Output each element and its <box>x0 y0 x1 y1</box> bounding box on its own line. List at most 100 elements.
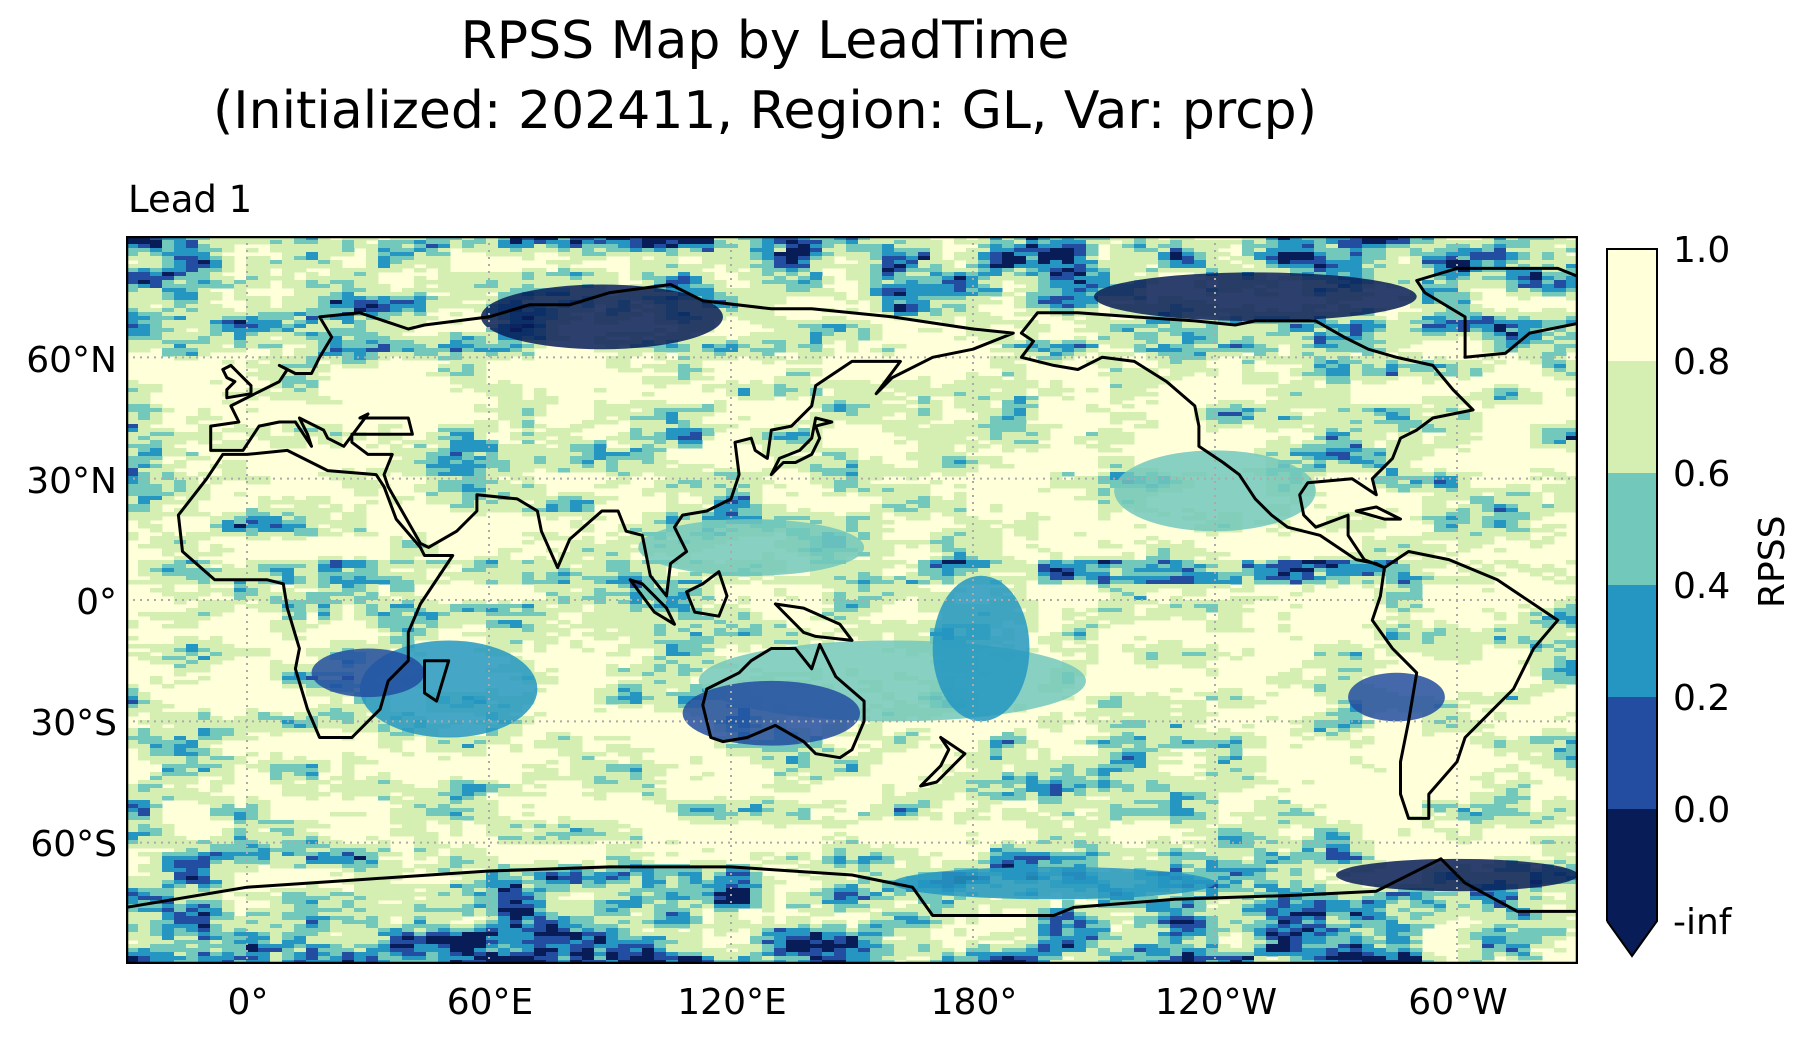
rpss-cell <box>918 248 931 253</box>
rpss-cell <box>1206 416 1219 421</box>
rpss-cell <box>462 336 475 341</box>
rpss-cell <box>1542 260 1555 265</box>
rpss-cell <box>486 444 499 449</box>
rpss-cell <box>714 296 727 301</box>
rpss-cell <box>774 260 787 265</box>
rpss-cell <box>234 240 247 245</box>
rpss-cell <box>558 248 571 253</box>
rpss-cell <box>1338 460 1351 465</box>
rpss-cell <box>870 400 883 405</box>
rpss-cell <box>642 404 655 409</box>
rpss-cell <box>1146 272 1159 277</box>
rpss-cell <box>1110 412 1123 417</box>
rpss-cell <box>786 336 799 341</box>
rpss-cell <box>198 268 211 273</box>
rpss-cell <box>1074 252 1087 257</box>
rpss-cell <box>1146 320 1159 325</box>
rpss-cell <box>390 332 403 337</box>
rpss-cell <box>198 340 211 345</box>
rpss-cell <box>942 456 955 461</box>
rpss-cell <box>786 428 799 433</box>
rpss-cell <box>582 452 595 457</box>
rpss-cell <box>1386 372 1399 377</box>
rpss-cell <box>978 420 991 425</box>
rpss-cell <box>1206 352 1219 357</box>
rpss-cell <box>1362 432 1375 437</box>
rpss-cell <box>606 412 619 417</box>
rpss-cell <box>1326 424 1339 429</box>
rpss-cell <box>786 288 799 293</box>
rpss-cell <box>438 428 451 433</box>
rpss-cell <box>1038 240 1051 245</box>
rpss-cell <box>858 384 871 389</box>
rpss-cell <box>630 252 643 257</box>
rpss-cell <box>210 256 223 261</box>
rpss-cell <box>1422 300 1435 305</box>
rpss-cell <box>1350 260 1363 265</box>
rpss-cell <box>1014 400 1027 405</box>
rpss-cell <box>162 316 175 321</box>
rpss-cell <box>894 388 907 393</box>
rpss-cell <box>1302 444 1315 449</box>
rpss-cell <box>954 268 967 273</box>
rpss-cell <box>438 280 451 285</box>
rpss-cell <box>1302 328 1315 333</box>
rpss-cell <box>1050 256 1063 261</box>
rpss-cell <box>1362 332 1375 337</box>
rpss-cell <box>942 472 955 477</box>
rpss-cell <box>174 292 187 297</box>
rpss-cell <box>1014 340 1027 345</box>
rpss-cell <box>174 340 187 345</box>
rpss-cell <box>426 432 439 437</box>
rpss-cell <box>210 332 223 337</box>
rpss-cell <box>1302 332 1315 337</box>
rpss-cell <box>1410 256 1423 261</box>
rpss-cell <box>1218 416 1231 421</box>
rpss-cell <box>462 348 475 353</box>
rpss-cell <box>1146 248 1159 253</box>
rpss-cell <box>1434 332 1447 337</box>
rpss-cell <box>1122 388 1135 393</box>
rpss-cell <box>1194 328 1207 333</box>
rpss-cell <box>1158 360 1171 365</box>
rpss-cell <box>558 448 571 453</box>
rpss-cell <box>1422 244 1435 249</box>
rpss-cell <box>738 340 751 345</box>
rpss-cell <box>354 360 367 365</box>
rpss-cell <box>1326 396 1339 401</box>
rpss-cell <box>1542 348 1555 353</box>
rpss-cell <box>1002 388 1015 393</box>
rpss-cell <box>1062 352 1075 357</box>
rpss-cell <box>210 276 223 281</box>
rpss-cell <box>402 472 415 477</box>
rpss-cell <box>714 248 727 253</box>
rpss-cell <box>1314 432 1327 437</box>
rpss-cell <box>486 276 499 281</box>
rpss-cell <box>870 396 883 401</box>
rpss-cell <box>306 384 319 389</box>
rpss-cell <box>438 296 451 301</box>
rpss-cell <box>918 484 931 489</box>
rpss-cell <box>978 436 991 441</box>
rpss-cell <box>858 400 871 405</box>
rpss-cell <box>378 336 391 341</box>
rpss-cell <box>594 388 607 393</box>
rpss-cell <box>510 488 523 493</box>
rpss-cell <box>138 324 151 329</box>
rpss-cell <box>522 352 535 357</box>
rpss-cell <box>1302 452 1315 457</box>
rpss-cell <box>714 488 727 493</box>
rpss-cell <box>1518 392 1531 397</box>
rpss-cell <box>258 316 271 321</box>
rpss-cell <box>294 288 307 293</box>
rpss-cell <box>450 292 463 297</box>
rpss-cell <box>1014 264 1027 269</box>
rpss-cell <box>162 408 175 413</box>
rpss-cell <box>462 472 475 477</box>
rpss-cell <box>294 296 307 301</box>
rpss-cell <box>774 344 787 349</box>
rpss-cell <box>654 352 667 357</box>
rpss-cell <box>486 480 499 485</box>
rpss-cell <box>906 296 919 301</box>
rpss-cell <box>894 384 907 389</box>
